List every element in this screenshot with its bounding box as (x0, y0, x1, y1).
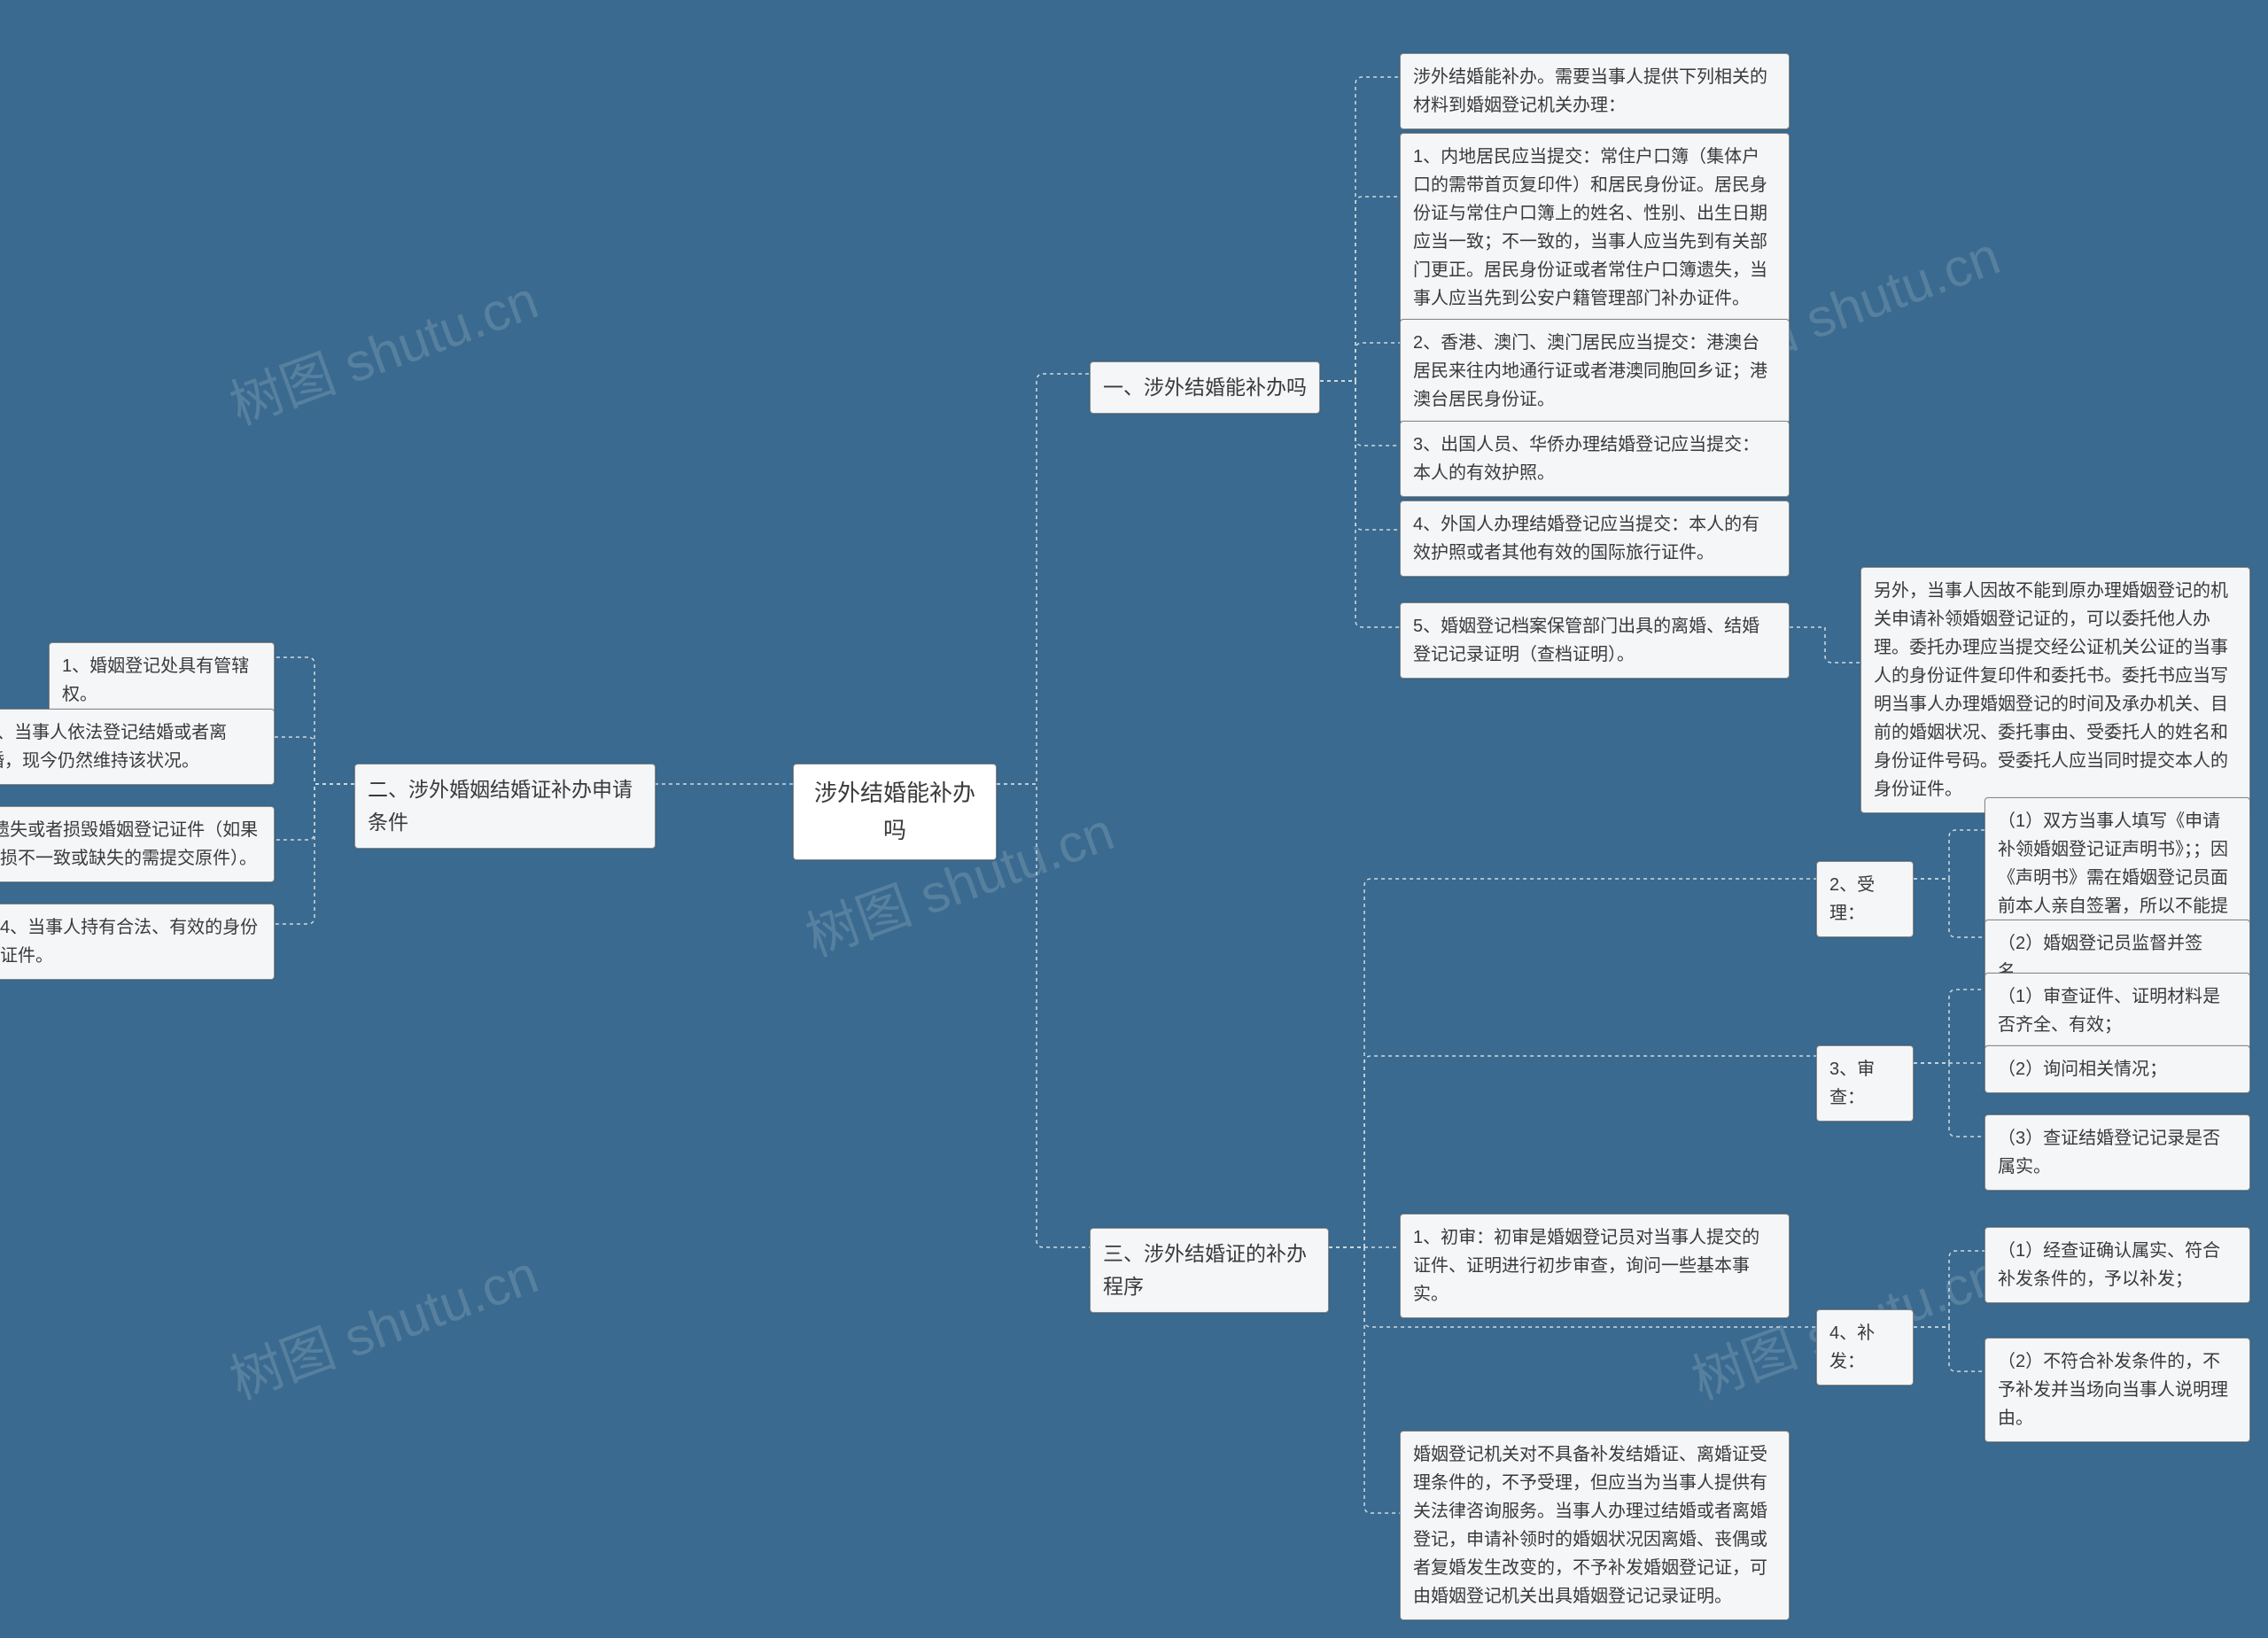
branch2-item-1: 2、当事人依法登记结婚或者离婚，现今仍然维持该状况。 (0, 709, 275, 785)
branch3-footer: 婚姻登记机关对不具备补发结婚证、离婚证受理条件的，不予受理，但应当为当事人提供有… (1400, 1431, 1790, 1620)
branch1-node: 一、涉外结婚能补办吗 (1090, 361, 1320, 414)
branch1-item-1: 1、内地居民应当提交：常住户口簿（集体户口的需带首页复印件）和居民身份证。居民身… (1400, 133, 1790, 322)
branch2-node: 二、涉外婚姻结婚证补办申请条件 (354, 764, 656, 849)
branch3-step4: 4、补发： (1816, 1309, 1914, 1386)
branch1-item-3: 3、出国人员、华侨办理结婚登记应当提交：本人的有效护照。 (1400, 421, 1790, 497)
branch3-step2: 2、受理： (1816, 861, 1914, 937)
branch1-item-2: 2、香港、澳门、澳门居民应当提交：港澳台居民来往内地通行证或者港澳同胞回乡证；港… (1400, 319, 1790, 423)
branch3-step3-child-2: （3）查证结婚登记记录是否属实。 (1984, 1114, 2250, 1191)
branch2-item-0: 1、婚姻登记处具有管辖权。 (49, 642, 275, 718)
branch1-item-4: 4、外国人办理结婚登记应当提交：本人的有效护照或者其他有效的国际旅行证件。 (1400, 501, 1790, 577)
branch3-step1: 1、初审：初审是婚姻登记员对当事人提交的证件、证明进行初步审查，询问一些基本事实… (1400, 1214, 1790, 1318)
connector-layer (0, 0, 2268, 1638)
watermark: 树图 shutu.cn (218, 257, 547, 439)
branch2-item-2: 3、遗失或者损毁婚姻登记证件（如果是毁损不一致或缺失的需提交原件）。 (0, 806, 275, 882)
branch3-step3: 3、审查： (1816, 1045, 1914, 1122)
branch3-node: 三、涉外结婚证的补办程序 (1090, 1228, 1329, 1313)
branch3-step3-child-1: （2）询问相关情况； (1984, 1045, 2250, 1093)
branch1-item-5-child: 另外，当事人因故不能到原办理婚姻登记的机关申请补领婚姻登记证的，可以委托他人办理… (1860, 567, 2250, 813)
watermark: 树图 shutu.cn (218, 1231, 547, 1414)
root-node: 涉外结婚能补办吗 (793, 764, 997, 860)
branch2-item-3: 4、当事人持有合法、有效的身份证件。 (0, 904, 275, 980)
branch1-item-0: 涉外结婚能补办。需要当事人提供下列相关的材料到婚姻登记机关办理： (1400, 53, 1790, 129)
branch3-step3-child-0: （1）审查证件、证明材料是否齐全、有效； (1984, 973, 2250, 1049)
branch3-step4-child-1: （2）不符合补发条件的，不予补发并当场向当事人说明理由。 (1984, 1338, 2250, 1442)
branch3-step4-child-0: （1）经查证确认属实、符合补发条件的，予以补发； (1984, 1227, 2250, 1303)
branch1-item-5: 5、婚姻登记档案保管部门出具的离婚、结婚登记记录证明（查档证明）。 (1400, 602, 1790, 679)
